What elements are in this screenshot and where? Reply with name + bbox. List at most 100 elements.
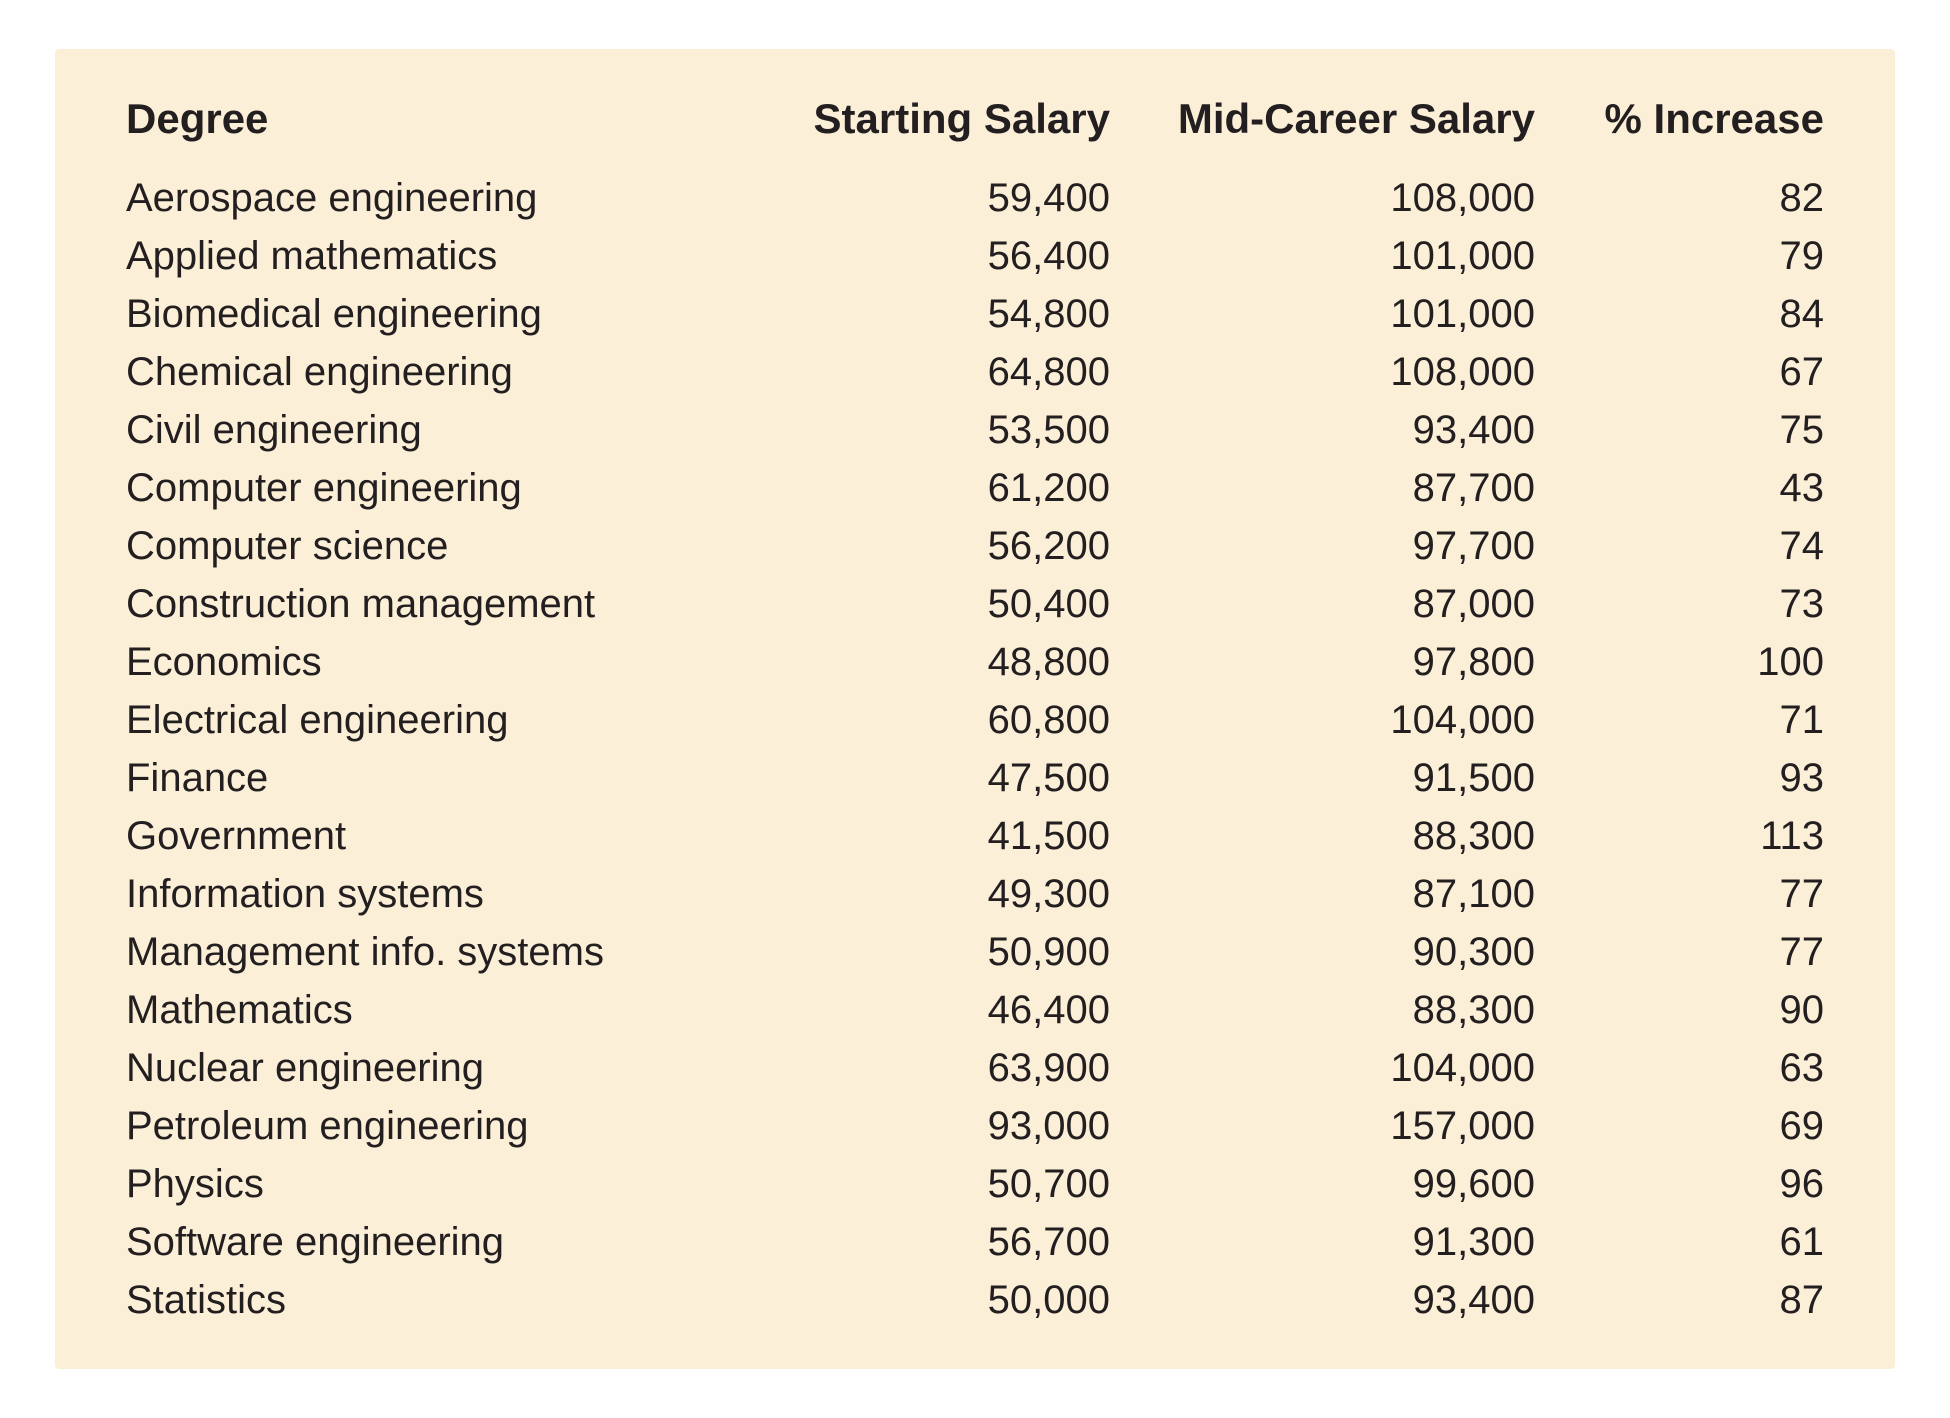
cell-mid-career: 157,000	[1111, 1097, 1536, 1155]
cell-increase: 43	[1536, 459, 1825, 517]
cell-starting: 50,400	[737, 575, 1111, 633]
cell-increase: 67	[1536, 343, 1825, 401]
cell-mid-career: 93,400	[1111, 1271, 1536, 1329]
cell-increase: 79	[1536, 227, 1825, 285]
cell-degree: Applied mathematics	[125, 227, 737, 285]
cell-starting: 48,800	[737, 633, 1111, 691]
cell-degree: Information systems	[125, 865, 737, 923]
cell-degree: Management info. systems	[125, 923, 737, 981]
header-mid-career: Mid-Career Salary	[1111, 89, 1536, 170]
cell-increase: 96	[1536, 1155, 1825, 1213]
cell-starting: 50,000	[737, 1271, 1111, 1329]
cell-increase: 113	[1536, 807, 1825, 865]
cell-mid-career: 87,100	[1111, 865, 1536, 923]
cell-increase: 82	[1536, 169, 1825, 227]
cell-increase: 63	[1536, 1039, 1825, 1097]
cell-increase: 74	[1536, 517, 1825, 575]
cell-starting: 50,700	[737, 1155, 1111, 1213]
table-row: Statistics50,00093,40087	[125, 1271, 1825, 1329]
table-row: Computer engineering61,20087,70043	[125, 459, 1825, 517]
table-row: Mathematics46,40088,30090	[125, 981, 1825, 1039]
table-row: Management info. systems50,90090,30077	[125, 923, 1825, 981]
cell-degree: Physics	[125, 1155, 737, 1213]
cell-starting: 93,000	[737, 1097, 1111, 1155]
cell-starting: 56,200	[737, 517, 1111, 575]
cell-mid-career: 101,000	[1111, 227, 1536, 285]
cell-starting: 56,700	[737, 1213, 1111, 1271]
cell-increase: 69	[1536, 1097, 1825, 1155]
cell-mid-career: 91,500	[1111, 749, 1536, 807]
cell-degree: Mathematics	[125, 981, 737, 1039]
cell-increase: 73	[1536, 575, 1825, 633]
cell-degree: Economics	[125, 633, 737, 691]
cell-mid-career: 87,000	[1111, 575, 1536, 633]
cell-mid-career: 93,400	[1111, 401, 1536, 459]
cell-starting: 59,400	[737, 169, 1111, 227]
cell-increase: 84	[1536, 285, 1825, 343]
table-row: Software engineering56,70091,30061	[125, 1213, 1825, 1271]
cell-mid-career: 88,300	[1111, 981, 1536, 1039]
cell-starting: 63,900	[737, 1039, 1111, 1097]
cell-increase: 90	[1536, 981, 1825, 1039]
table-row: Electrical engineering60,800104,00071	[125, 691, 1825, 749]
cell-degree: Chemical engineering	[125, 343, 737, 401]
cell-degree: Construction management	[125, 575, 737, 633]
table-row: Civil engineering53,50093,40075	[125, 401, 1825, 459]
cell-starting: 50,900	[737, 923, 1111, 981]
cell-degree: Software engineering	[125, 1213, 737, 1271]
cell-mid-career: 99,600	[1111, 1155, 1536, 1213]
cell-degree: Statistics	[125, 1271, 737, 1329]
cell-degree: Civil engineering	[125, 401, 737, 459]
cell-increase: 77	[1536, 923, 1825, 981]
cell-mid-career: 91,300	[1111, 1213, 1536, 1271]
table-row: Finance47,50091,50093	[125, 749, 1825, 807]
cell-starting: 53,500	[737, 401, 1111, 459]
cell-mid-career: 88,300	[1111, 807, 1536, 865]
table-row: Biomedical engineering54,800101,00084	[125, 285, 1825, 343]
cell-degree: Aerospace engineering	[125, 169, 737, 227]
cell-degree: Computer science	[125, 517, 737, 575]
salary-table: Degree Starting Salary Mid-Career Salary…	[125, 89, 1825, 1330]
cell-starting: 56,400	[737, 227, 1111, 285]
salary-table-body: Aerospace engineering59,400108,00082Appl…	[125, 169, 1825, 1329]
header-starting: Starting Salary	[737, 89, 1111, 170]
cell-mid-career: 97,800	[1111, 633, 1536, 691]
cell-mid-career: 90,300	[1111, 923, 1536, 981]
cell-increase: 77	[1536, 865, 1825, 923]
cell-degree: Petroleum engineering	[125, 1097, 737, 1155]
cell-starting: 47,500	[737, 749, 1111, 807]
cell-increase: 87	[1536, 1271, 1825, 1329]
cell-degree: Computer engineering	[125, 459, 737, 517]
cell-increase: 93	[1536, 749, 1825, 807]
table-row: Applied mathematics56,400101,00079	[125, 227, 1825, 285]
cell-degree: Finance	[125, 749, 737, 807]
cell-mid-career: 104,000	[1111, 691, 1536, 749]
cell-increase: 71	[1536, 691, 1825, 749]
cell-mid-career: 87,700	[1111, 459, 1536, 517]
cell-mid-career: 108,000	[1111, 343, 1536, 401]
cell-degree: Government	[125, 807, 737, 865]
cell-mid-career: 101,000	[1111, 285, 1536, 343]
cell-mid-career: 108,000	[1111, 169, 1536, 227]
cell-starting: 49,300	[737, 865, 1111, 923]
table-row: Physics50,70099,60096	[125, 1155, 1825, 1213]
cell-starting: 60,800	[737, 691, 1111, 749]
table-row: Construction management50,40087,00073	[125, 575, 1825, 633]
cell-increase: 75	[1536, 401, 1825, 459]
table-row: Computer science56,20097,70074	[125, 517, 1825, 575]
salary-table-head: Degree Starting Salary Mid-Career Salary…	[125, 89, 1825, 170]
table-row: Government41,50088,300113	[125, 807, 1825, 865]
table-row: Aerospace engineering59,400108,00082	[125, 169, 1825, 227]
header-row: Degree Starting Salary Mid-Career Salary…	[125, 89, 1825, 170]
cell-increase: 100	[1536, 633, 1825, 691]
header-degree: Degree	[125, 89, 737, 170]
cell-starting: 64,800	[737, 343, 1111, 401]
table-row: Information systems49,30087,10077	[125, 865, 1825, 923]
cell-degree: Nuclear engineering	[125, 1039, 737, 1097]
cell-degree: Electrical engineering	[125, 691, 737, 749]
table-row: Chemical engineering64,800108,00067	[125, 343, 1825, 401]
table-row: Nuclear engineering63,900104,00063	[125, 1039, 1825, 1097]
table-row: Petroleum engineering93,000157,00069	[125, 1097, 1825, 1155]
cell-mid-career: 97,700	[1111, 517, 1536, 575]
cell-starting: 46,400	[737, 981, 1111, 1039]
